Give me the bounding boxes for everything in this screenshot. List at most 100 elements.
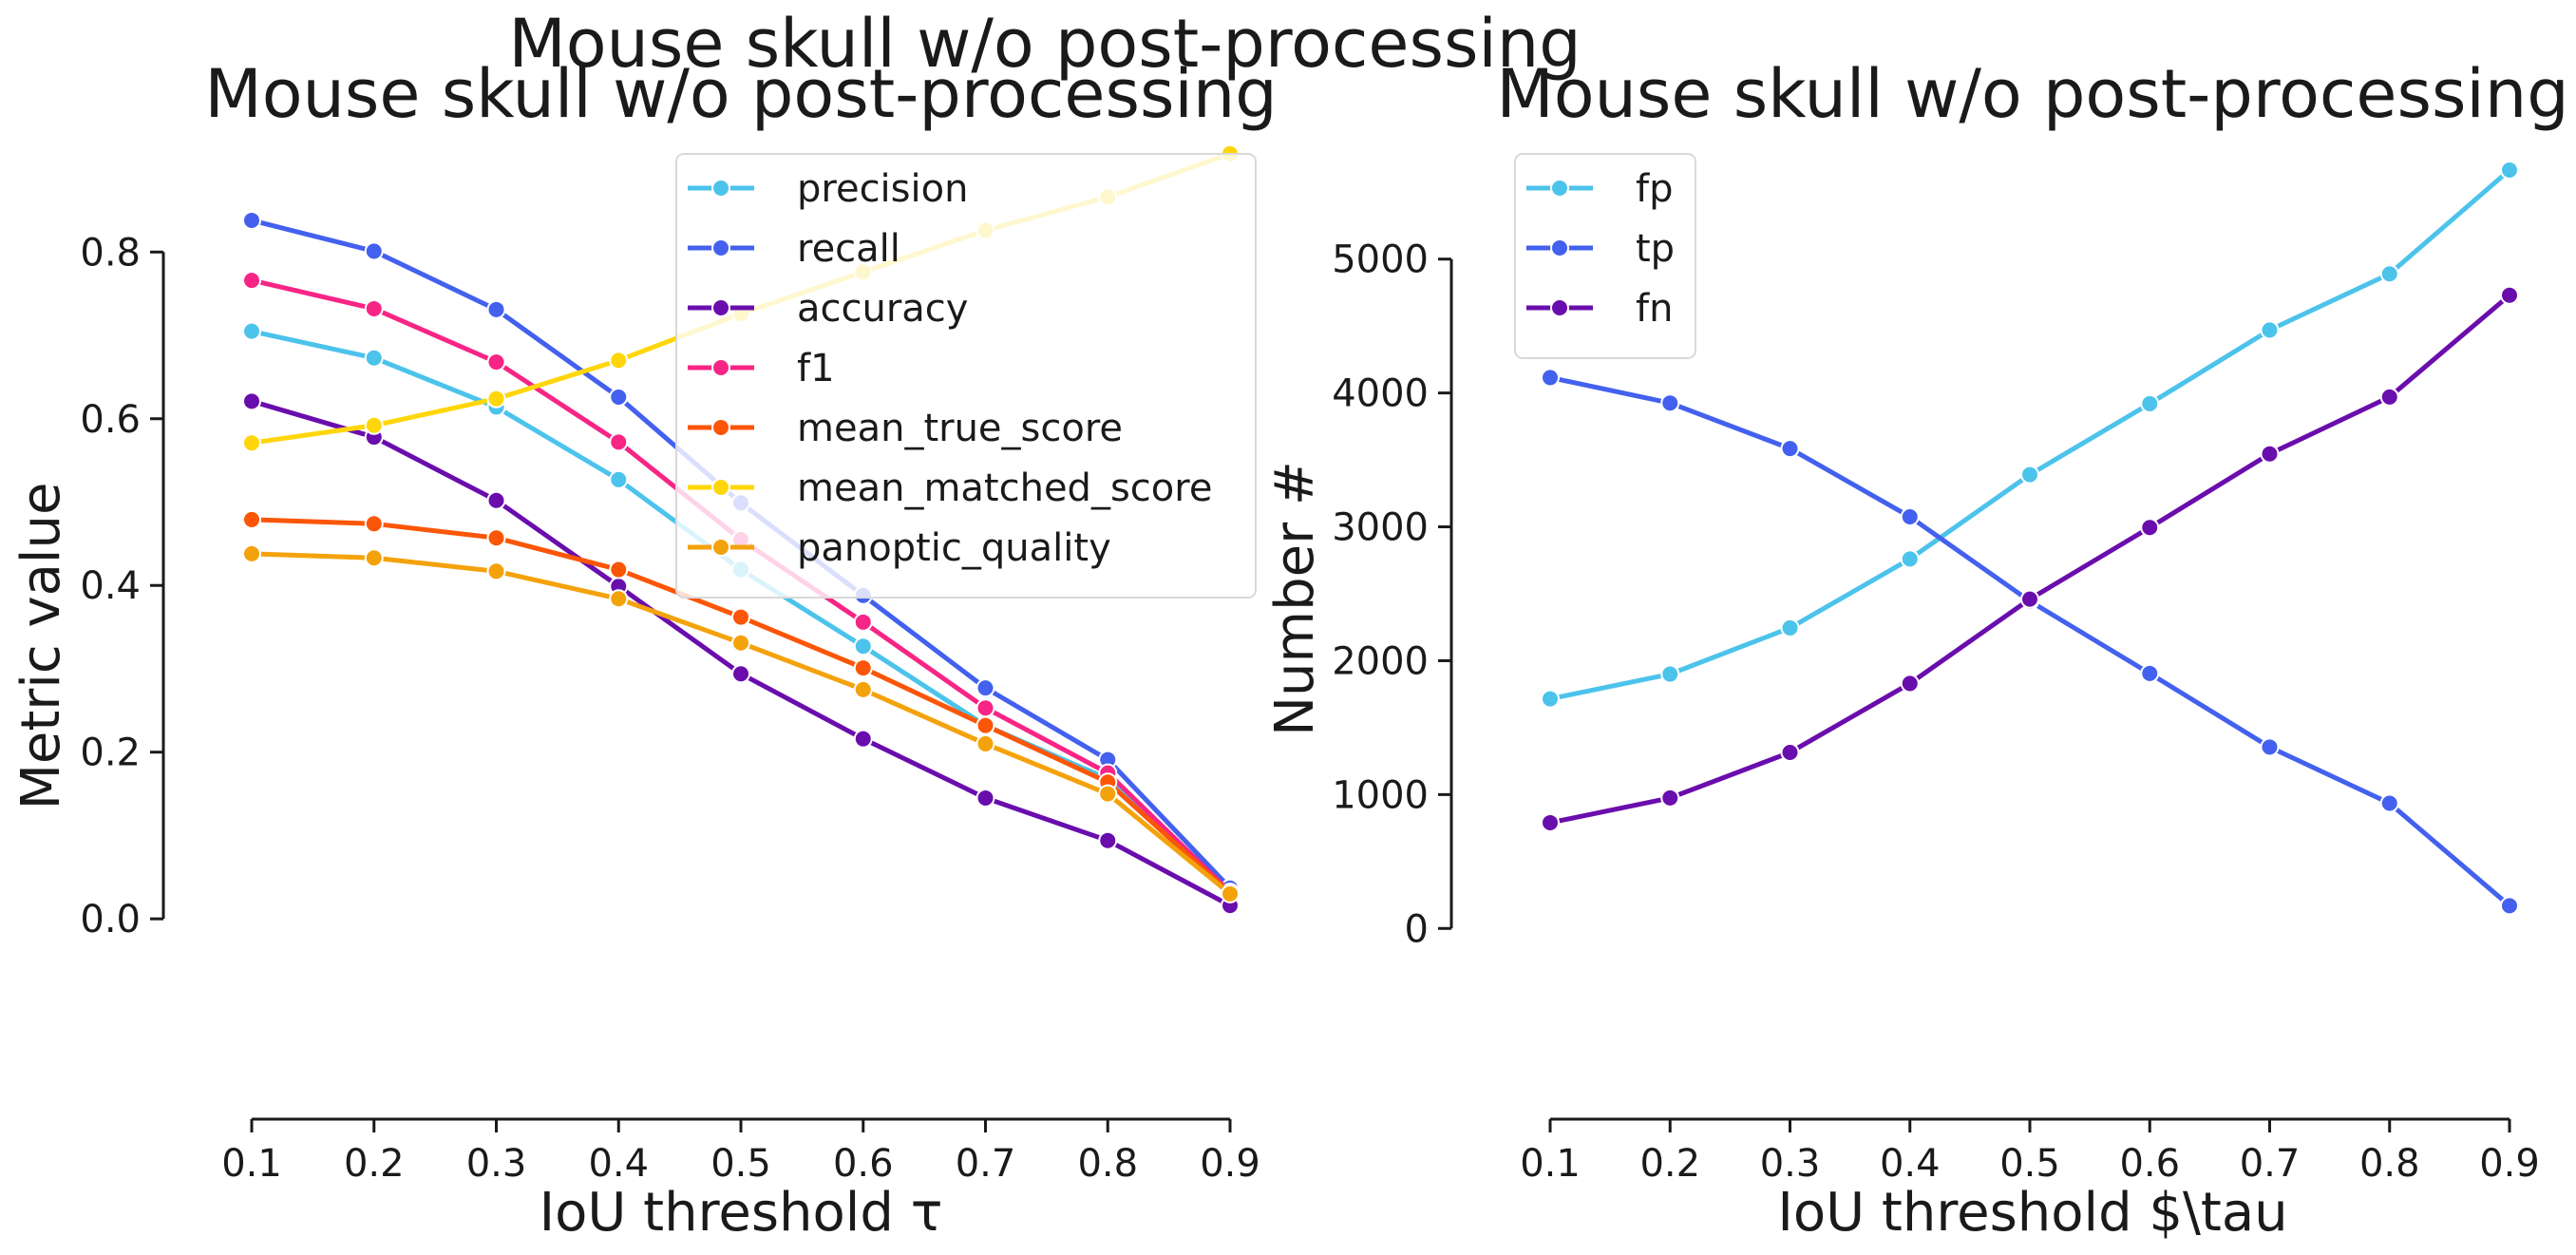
legend-marker-swatch — [711, 298, 730, 317]
data-point — [2379, 793, 2399, 813]
data-point — [242, 391, 261, 411]
data-point — [609, 351, 629, 371]
data-point — [1098, 830, 1118, 850]
data-point — [2379, 264, 2399, 284]
metrics-chart-title: Mouse skull w/o post-processing — [204, 55, 1277, 133]
metrics-series-accuracy — [242, 391, 1240, 916]
metrics-x-tick-label: 0.3 — [466, 1142, 527, 1186]
data-point — [486, 528, 506, 548]
data-point — [242, 271, 261, 291]
data-point — [1900, 674, 1920, 694]
legend-marker-swatch — [1550, 298, 1569, 317]
counts-y-tick-label: 5000 — [1332, 238, 1429, 282]
counts-chart-title: Mouse skull w/o post-processing — [1496, 55, 2568, 133]
data-point — [2260, 444, 2280, 464]
data-point — [1541, 689, 1560, 709]
data-point — [975, 733, 995, 753]
legend-item: panoptic_quality — [688, 526, 1111, 570]
data-point — [2020, 589, 2039, 609]
data-point — [1660, 788, 1680, 808]
legend-marker-swatch — [1550, 179, 1569, 198]
legend-label: panoptic_quality — [797, 526, 1111, 570]
metrics-y-tick-label: 0.4 — [80, 564, 141, 608]
metrics-chart-axes: 0.0 0.2 0.4 0.6 0.8 0.1 0.2 0.3 0.4 0.5 0.6 0.7 0.8 0… — [80, 231, 1260, 1186]
counts-x-tick-label: 0.4 — [1880, 1142, 1941, 1186]
legend-box — [675, 153, 1257, 599]
metrics-y-tick-label: 0.0 — [80, 898, 141, 941]
data-point — [486, 389, 506, 409]
data-point — [1660, 393, 1680, 413]
data-point — [486, 299, 506, 319]
counts-series-tp — [1541, 368, 2519, 916]
metrics-chart-legend: precision recall accuracy f1 mean_true_score… — [675, 153, 1257, 599]
legend-marker-swatch — [711, 179, 730, 198]
metrics-x-tick-label: 0.5 — [710, 1142, 771, 1186]
metrics-x-tick-label: 0.4 — [588, 1142, 649, 1186]
legend-item: f1 — [688, 347, 835, 390]
counts-x-tick-label: 0.3 — [1760, 1142, 1821, 1186]
legend-label: tp — [1636, 227, 1675, 271]
data-point — [2140, 393, 2160, 413]
counts-y-tick-label: 2000 — [1332, 639, 1429, 683]
data-point — [242, 321, 261, 341]
data-point — [1221, 884, 1240, 903]
figure-suptitle: Mouse skull w/o post-processing — [508, 5, 1581, 83]
data-point — [975, 715, 995, 735]
counts-chart-ylabel: Number # — [1264, 461, 1326, 736]
legend-item: fp — [1526, 167, 1673, 211]
data-point — [242, 210, 261, 230]
series-line — [249, 551, 1233, 897]
data-point — [2020, 465, 2039, 485]
legend-item: accuracy — [688, 287, 968, 331]
data-point — [1098, 784, 1118, 804]
legend-label: precision — [797, 167, 968, 211]
counts-x-tick-label: 0.7 — [2240, 1142, 2301, 1186]
counts-series-fp — [1541, 161, 2519, 709]
data-point — [609, 387, 629, 407]
data-point — [853, 658, 873, 678]
data-point — [609, 432, 629, 452]
counts-y-tick-label: 1000 — [1332, 773, 1429, 817]
data-point — [2500, 285, 2519, 305]
metrics-x-tick-label: 0.7 — [956, 1142, 1016, 1186]
legend-item: recall — [688, 227, 900, 271]
legend-label: fp — [1636, 167, 1673, 211]
legend-label: f1 — [797, 347, 835, 390]
counts-chart-legend: fp tp fn — [1514, 153, 1696, 359]
data-point — [486, 561, 506, 581]
data-point — [2260, 737, 2280, 757]
legend-label: mean_true_score — [797, 407, 1123, 450]
series-line — [1547, 374, 2512, 908]
legend-marker-swatch — [711, 418, 730, 437]
data-point — [1780, 439, 1800, 459]
legend-item: mean_matched_score — [688, 466, 1212, 510]
data-point — [731, 607, 750, 627]
data-point — [1541, 368, 1560, 388]
legend-marker-swatch — [1550, 238, 1569, 257]
data-point — [853, 729, 873, 749]
data-point — [242, 509, 261, 529]
counts-chart: Mouse skull w/o post-processing Number #… — [1264, 55, 2569, 1244]
counts-x-tick-label: 0.2 — [1639, 1142, 1700, 1186]
metrics-series-mean-true-score — [242, 509, 1240, 903]
metrics-x-tick-label: 0.2 — [344, 1142, 405, 1186]
data-point — [731, 664, 750, 684]
metrics-x-tick-label: 0.1 — [221, 1142, 282, 1186]
data-point — [2260, 320, 2280, 340]
legend-marker-swatch — [711, 478, 730, 497]
data-point — [609, 589, 629, 609]
counts-x-tick-label: 0.9 — [2479, 1142, 2540, 1186]
data-point — [1780, 618, 1800, 637]
data-point — [1900, 549, 1920, 569]
data-point — [242, 543, 261, 563]
data-point — [364, 348, 384, 368]
metrics-x-tick-label: 0.8 — [1077, 1142, 1138, 1186]
legend-label: fn — [1636, 287, 1673, 331]
data-point — [853, 679, 873, 699]
counts-chart-xlabel: IoU threshold $\tau — [1777, 1182, 2287, 1244]
metrics-chart: Mouse skull w/o post-processing Metric v… — [10, 55, 1278, 1244]
counts-series-fn — [1541, 285, 2519, 832]
data-point — [364, 415, 384, 435]
counts-y-tick-label: 4000 — [1332, 372, 1429, 416]
